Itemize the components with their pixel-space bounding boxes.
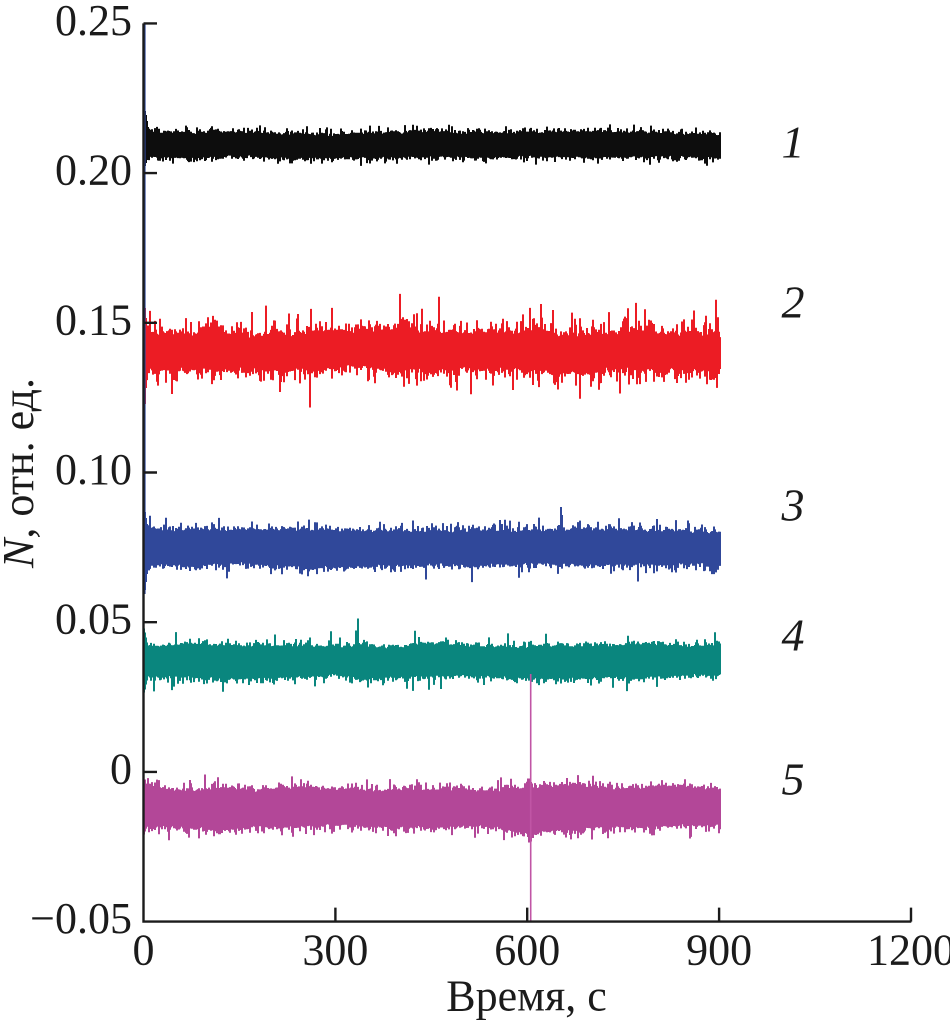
svg-text:0: 0 xyxy=(133,926,155,975)
svg-text:300: 300 xyxy=(302,926,368,975)
svg-text:5: 5 xyxy=(782,754,805,805)
svg-text:0: 0 xyxy=(110,744,132,793)
svg-text:N, отн. ед.: N, отн. ед. xyxy=(0,378,43,569)
svg-text:1: 1 xyxy=(782,117,805,168)
svg-text:1200: 1200 xyxy=(867,926,950,975)
svg-text:600: 600 xyxy=(494,926,560,975)
svg-text:0.15: 0.15 xyxy=(55,295,132,344)
svg-text:900: 900 xyxy=(686,926,752,975)
svg-text:4: 4 xyxy=(782,610,805,661)
svg-text:0.05: 0.05 xyxy=(55,595,132,644)
svg-text:−0.05: −0.05 xyxy=(30,894,132,943)
svg-text:3: 3 xyxy=(781,480,805,531)
svg-text:0.25: 0.25 xyxy=(55,0,132,45)
svg-text:0.20: 0.20 xyxy=(55,146,132,195)
svg-text:Время, с: Время, с xyxy=(446,972,607,1021)
svg-text:2: 2 xyxy=(782,277,805,328)
svg-text:0.10: 0.10 xyxy=(55,445,132,494)
